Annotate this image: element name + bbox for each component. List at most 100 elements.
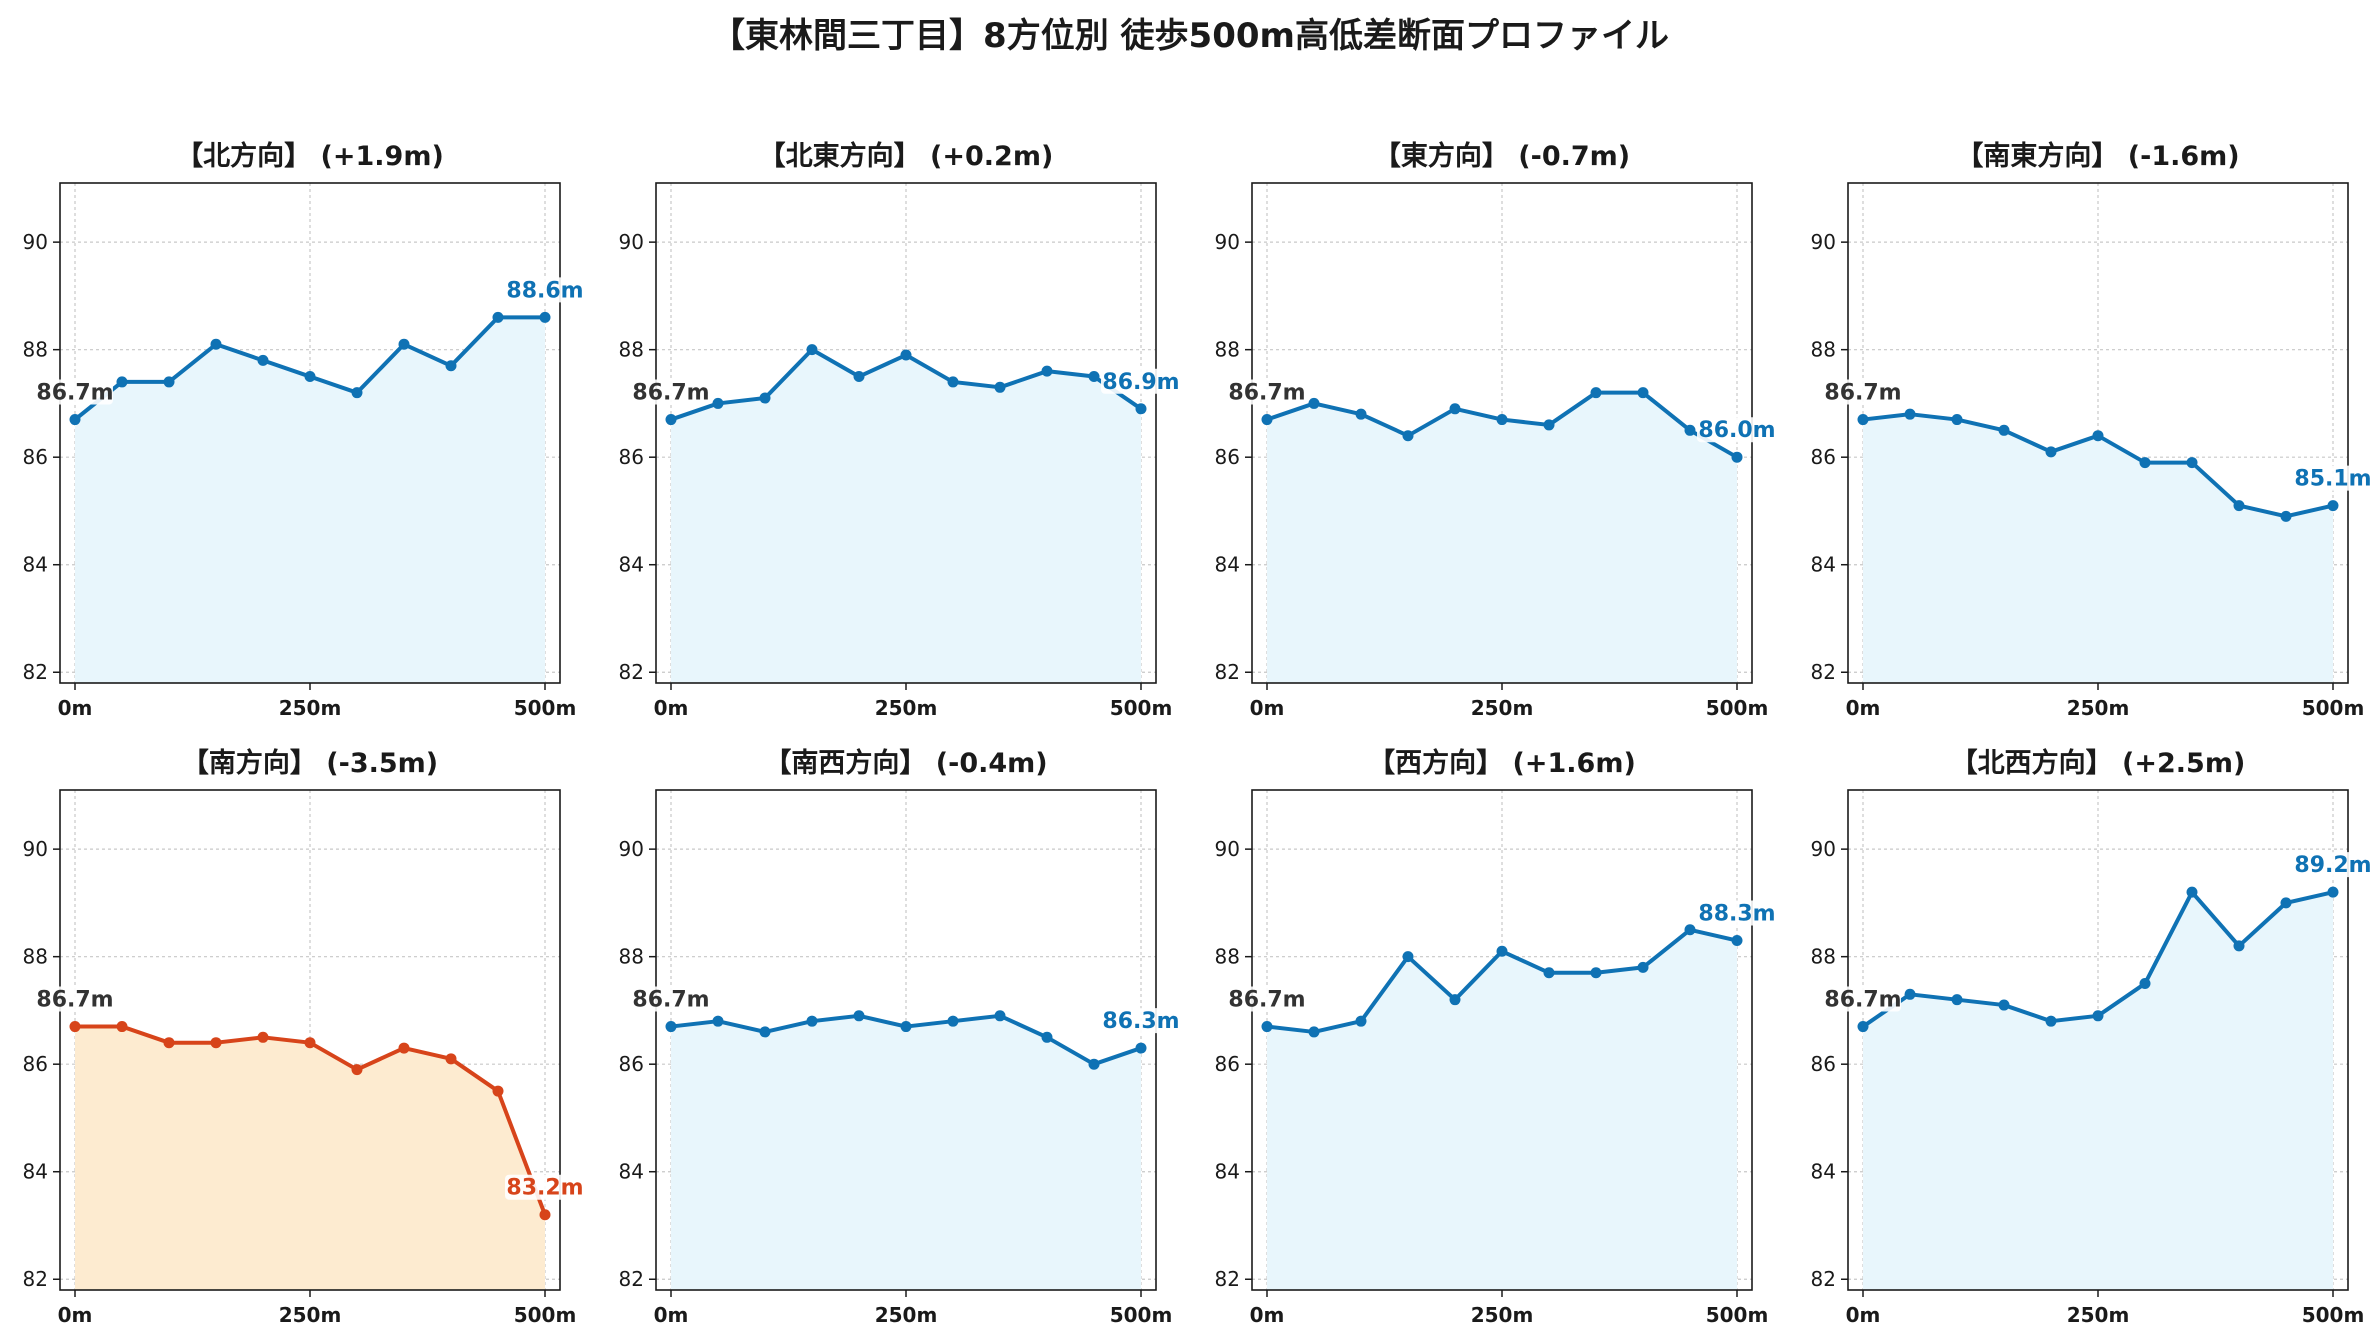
data-point (257, 1031, 269, 1043)
data-point (1904, 988, 1916, 1000)
data-point (665, 1021, 677, 1033)
y-tick-label: 88 (1215, 338, 1240, 362)
data-point (69, 1021, 81, 1033)
y-tick-label: 86 (1215, 445, 1240, 469)
data-point (1684, 924, 1696, 936)
data-point (1543, 967, 1555, 979)
panel-title: 【北東方向】 (+0.2m) (759, 140, 1054, 172)
y-tick-label: 86 (619, 445, 644, 469)
end-label: 88.6m (506, 278, 583, 303)
end-label: 85.1m (2294, 467, 2371, 492)
data-point (1088, 371, 1100, 383)
start-label: 86.7m (1228, 381, 1305, 406)
chart-panel-4: 82 84 86 88 90 0m 250m 500m 【南東方向】 (-1.6m) 86.7m 8… (1811, 140, 2372, 720)
area-fill (1863, 414, 2333, 683)
y-tick-label: 84 (23, 553, 48, 577)
data-point (1951, 994, 1963, 1006)
x-tick-label: 250m (875, 1303, 938, 1327)
data-point (69, 414, 81, 426)
x-tick-label: 0m (1846, 1303, 1881, 1327)
end-label: 86.3m (1102, 1009, 1179, 1034)
data-point (1857, 414, 1869, 426)
chart-panel-6: 82 84 86 88 90 0m 250m 500m 【南西方向】 (-0.4m) 86.7m 8… (619, 747, 1180, 1327)
data-point (445, 360, 457, 372)
start-label-bg (1827, 379, 1901, 405)
y-tick-label: 88 (23, 945, 48, 969)
end-label-bg (1697, 417, 1775, 443)
y-tick-label: 84 (23, 1160, 48, 1184)
end-label-bg (505, 277, 583, 303)
data-point (806, 344, 818, 356)
data-point (806, 1015, 818, 1027)
x-tick-label: 500m (1706, 1303, 1769, 1327)
y-tick-label: 84 (1215, 553, 1240, 577)
data-point (759, 392, 771, 404)
data-point (492, 1085, 504, 1097)
data-point (1684, 424, 1696, 436)
data-point (759, 1026, 771, 1038)
x-tick-label: 250m (279, 1303, 342, 1327)
data-point (163, 1037, 175, 1049)
x-tick-label: 250m (279, 696, 342, 720)
y-tick-label: 82 (1215, 660, 1240, 684)
data-point (853, 1010, 865, 1022)
y-tick-label: 84 (619, 1160, 644, 1184)
start-label-bg (635, 379, 709, 405)
y-tick-label: 88 (1811, 338, 1836, 362)
data-point (2327, 500, 2339, 512)
y-tick-label: 90 (23, 230, 48, 254)
x-tick-label: 500m (514, 696, 577, 720)
x-tick-label: 0m (1846, 696, 1881, 720)
data-point (1496, 945, 1508, 957)
x-tick-label: 500m (514, 1303, 577, 1327)
x-tick-label: 0m (58, 1303, 93, 1327)
end-label: 83.2m (506, 1176, 583, 1201)
end-label: 86.9m (1102, 370, 1179, 395)
panel-title: 【北方向】 (+1.9m) (176, 140, 444, 172)
y-tick-label: 84 (1811, 553, 1836, 577)
data-point (994, 1010, 1006, 1022)
start-label-bg (635, 986, 709, 1012)
y-tick-label: 88 (1215, 945, 1240, 969)
x-tick-label: 0m (654, 696, 689, 720)
chart-panel-1: 82 84 86 88 90 0m 250m 500m 【北方向】 (+1.9m) 86.7m 88… (23, 140, 584, 720)
data-point (1261, 1021, 1273, 1033)
data-point (712, 1015, 724, 1027)
start-label-bg (1231, 986, 1305, 1012)
data-point (2139, 457, 2151, 469)
y-tick-label: 86 (1215, 1052, 1240, 1076)
data-point (1261, 414, 1273, 426)
data-point (2139, 978, 2151, 990)
data-point (2280, 897, 2292, 909)
x-tick-label: 0m (1250, 696, 1285, 720)
y-tick-label: 82 (619, 1267, 644, 1291)
area-fill (75, 1026, 545, 1290)
y-tick-label: 86 (619, 1052, 644, 1076)
data-point (1041, 1031, 1053, 1043)
y-tick-label: 88 (619, 338, 644, 362)
chart-panel-5: 82 84 86 88 90 0m 250m 500m 【南方向】 (-3.5m) 86.7m 83… (23, 747, 584, 1327)
data-point (1590, 967, 1602, 979)
y-tick-label: 88 (619, 945, 644, 969)
data-point (1543, 419, 1555, 431)
data-point (1637, 961, 1649, 973)
area-fill (671, 1015, 1141, 1290)
area-fill (671, 349, 1141, 683)
x-tick-label: 250m (1471, 696, 1534, 720)
y-tick-label: 84 (1215, 1160, 1240, 1184)
y-tick-label: 90 (619, 837, 644, 861)
end-label-bg (1101, 368, 1179, 394)
data-point (1496, 414, 1508, 426)
data-point (2045, 446, 2057, 458)
data-point (994, 381, 1006, 393)
data-point (1355, 1015, 1367, 1027)
y-tick-label: 82 (23, 660, 48, 684)
data-point (304, 1037, 316, 1049)
data-point (210, 338, 222, 350)
y-tick-label: 82 (1811, 660, 1836, 684)
x-tick-label: 500m (2302, 1303, 2365, 1327)
start-label-bg (1231, 379, 1305, 405)
chart-panel-3: 82 84 86 88 90 0m 250m 500m 【東方向】 (-0.7m) 86.7m 86… (1215, 140, 1776, 720)
panel-title: 【西方向】 (+1.6m) (1368, 747, 1636, 779)
